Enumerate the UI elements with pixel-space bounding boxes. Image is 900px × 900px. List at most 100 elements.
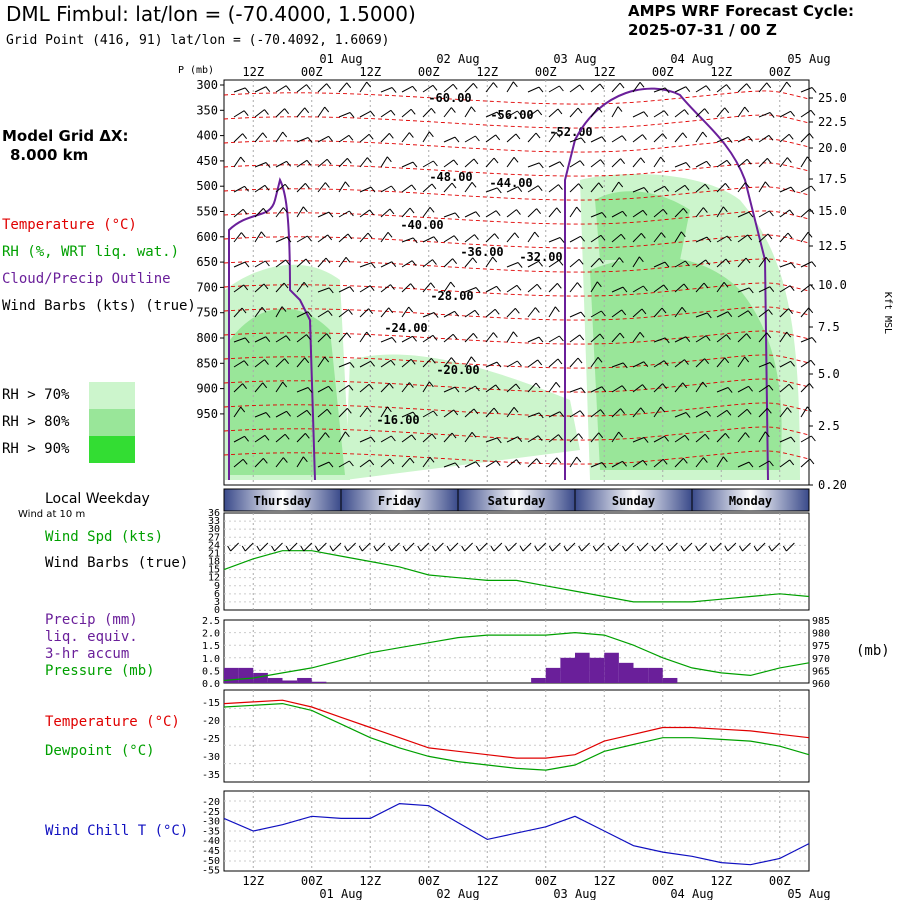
wind-speed-tick: 27: [208, 532, 220, 543]
wind-barb: [254, 306, 267, 318]
wind-barb: [590, 159, 605, 168]
wind-barb: [422, 259, 437, 268]
wind-barb: [233, 435, 249, 443]
wind-barb: [548, 306, 560, 318]
bottom-date-label: 04 Aug: [670, 887, 713, 900]
wind-speed-tick: 36: [208, 508, 220, 519]
wind-barb: [569, 456, 582, 468]
wind-barb: [296, 183, 310, 193]
wind-barb: [800, 383, 814, 393]
wind-barb: [338, 134, 354, 143]
wind-barb: [653, 110, 669, 118]
wind-barb: [716, 159, 732, 168]
wind-barb: [338, 460, 354, 468]
wind-barb: [632, 134, 647, 143]
surface-wind-barb: [431, 542, 444, 552]
bottom-hour-label: 12Z: [710, 874, 732, 888]
wind-barb: [275, 381, 288, 393]
surface-wind-barb: [402, 542, 415, 552]
temperature-contour-label: -32.00: [519, 250, 562, 264]
wind-barb: [401, 161, 418, 168]
bottom-hour-label: 00Z: [535, 874, 557, 888]
wind-barb: [695, 410, 711, 418]
wind-chill-tick: -45: [202, 846, 220, 857]
wind-barb: [338, 181, 350, 193]
wind-barb: [485, 134, 501, 143]
top-hour-label: 00Z: [769, 65, 791, 79]
wind-barb: [779, 360, 795, 368]
wind-barb: [548, 434, 563, 443]
wind-barb: [758, 332, 772, 343]
wind-barb: [695, 131, 708, 143]
wind-barb: [716, 387, 733, 393]
wind-barb: [254, 283, 269, 293]
wind-barb: [275, 306, 287, 318]
wind-barb: [716, 409, 732, 418]
cloud-outline: [228, 87, 769, 481]
wind-barb: [359, 308, 374, 318]
wind-barb: [359, 360, 375, 368]
wind-barb: [758, 256, 771, 268]
wind-barb: [359, 209, 375, 218]
surface-wind-barb: [753, 542, 766, 552]
day-label: Thursday: [254, 494, 312, 508]
precip-label: Precip (mm): [45, 612, 138, 628]
surface-wind-barb: [695, 542, 707, 552]
wind-barb: [632, 437, 649, 443]
wind-barb: [569, 311, 586, 318]
wind-barb: [317, 408, 332, 418]
wind-barb: [506, 209, 521, 218]
wind-speed-tick: 15: [208, 565, 220, 576]
surface-wind-barb: [241, 542, 254, 552]
surface-wind-barb: [446, 542, 459, 552]
wind-barb: [569, 183, 584, 193]
temperature-contour-label: -28.00: [430, 289, 473, 303]
legend-temperature: Temperature (°C): [2, 217, 137, 233]
wind-barb: [674, 184, 690, 193]
temperature-contour: [223, 354, 810, 369]
wind-barb: [359, 232, 373, 243]
rh-region: [595, 191, 690, 260]
wind-barb: [632, 361, 649, 368]
dewpoint-line: [223, 702, 810, 771]
wind-barb: [527, 412, 544, 419]
wind-barb: [464, 431, 477, 443]
wind-barb: [422, 183, 437, 193]
wind-barb: [359, 459, 375, 468]
pressure-axis-title: P (mb): [178, 65, 214, 76]
wind-barb: [653, 208, 668, 218]
wind-barb: [359, 110, 375, 118]
wind-barb: [506, 186, 523, 193]
wind-barb: [674, 359, 689, 368]
temperature-tick: -20: [202, 716, 220, 727]
wind-barb: [737, 333, 752, 343]
height-tick: 15.0: [818, 204, 847, 218]
wind-barb: [485, 187, 502, 194]
wind-barb: [254, 382, 268, 393]
surface-wind-barb: [782, 542, 795, 552]
wind-barb: [758, 362, 775, 368]
bottom-date-label: 02 Aug: [436, 887, 479, 900]
wind-barb: [569, 334, 585, 343]
wind-barb: [506, 308, 520, 318]
wind-barb: [674, 109, 689, 118]
wind-barb: [632, 331, 645, 343]
wind-barb: [422, 236, 439, 243]
wind-barb: [590, 258, 604, 268]
wind-barb: [443, 83, 458, 93]
wind-barb: [737, 135, 753, 143]
wind-barb: [800, 87, 817, 93]
wind-barb: [485, 233, 500, 243]
pressure-tick: 350: [196, 103, 218, 117]
pressure-tick: 900: [196, 382, 218, 396]
wind-barb: [653, 87, 670, 94]
wind-barb: [254, 86, 271, 93]
legend-cloud: Cloud/Precip Outline: [2, 271, 171, 287]
surface-wind-barb: [227, 542, 239, 552]
wind-barb: [380, 406, 392, 418]
wind-chill-tick: -20: [202, 797, 220, 808]
wind-barb: [296, 433, 310, 443]
wind-barb: [464, 211, 481, 218]
wind-barb: [254, 208, 268, 218]
surface-wind-barb: [651, 542, 664, 552]
